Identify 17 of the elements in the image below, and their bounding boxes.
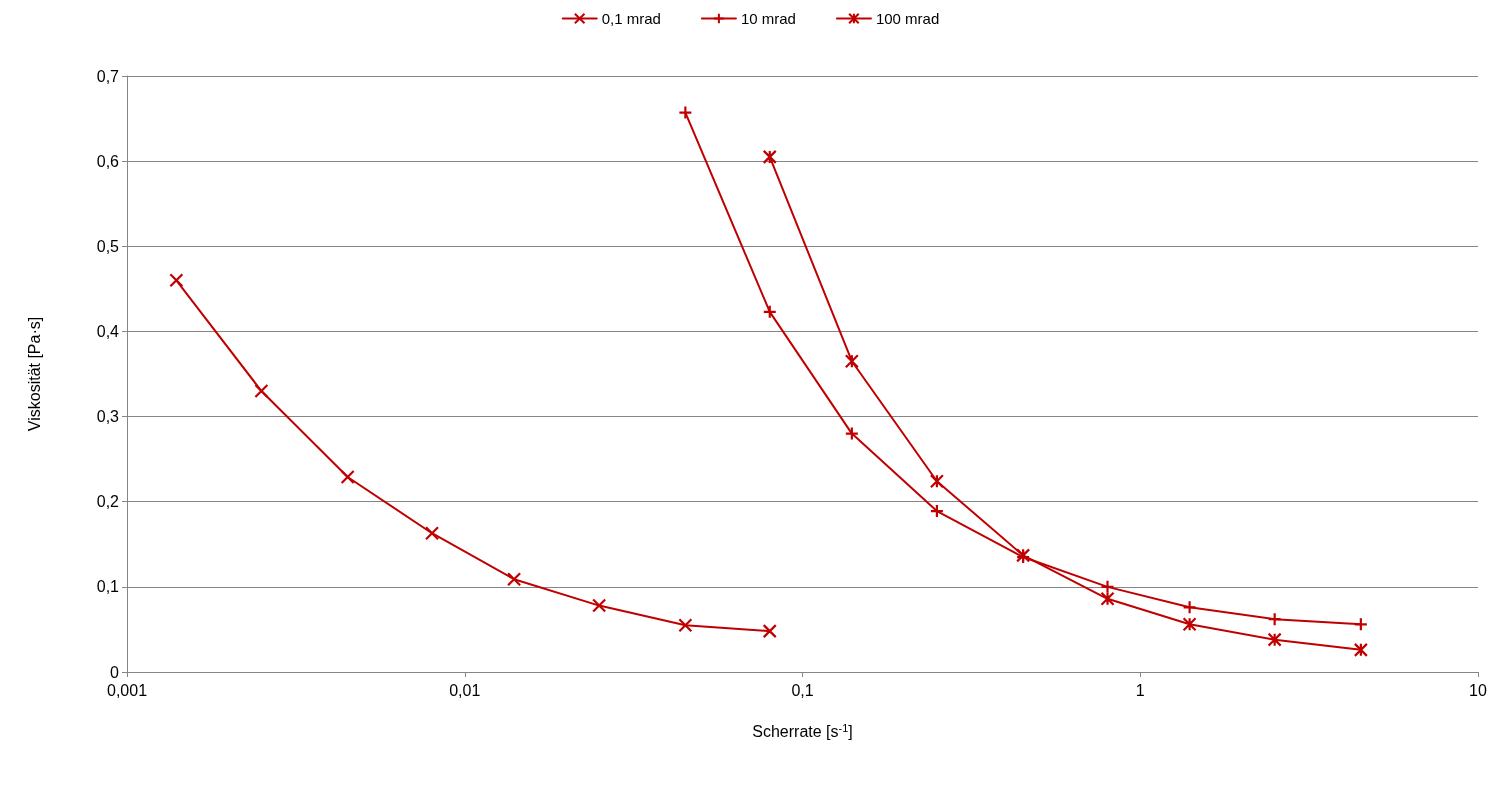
y-tick-label: 0,5 (96, 237, 120, 255)
legend-label: 100 mrad (875, 10, 940, 27)
x-tick-label: 0,01 (449, 681, 481, 699)
y-axis-title: Viskosität [Pa·s] (25, 316, 43, 432)
legend-label: 10 mrad (740, 10, 796, 27)
y-tick-label: 0,1 (96, 578, 120, 596)
y-tick-label: 0,7 (96, 67, 120, 85)
legend-label: 0,1 mrad (601, 10, 661, 27)
x-tick-label: 0,001 (106, 681, 148, 699)
x-tick-label: 1 (1135, 681, 1145, 699)
y-tick-label: 0,6 (96, 152, 120, 170)
x-tick-label: 0,1 (791, 681, 814, 699)
x-tick-label: 10 (1469, 681, 1487, 699)
y-tick-label: 0,4 (96, 322, 120, 340)
y-tick-label: 0,3 (96, 408, 120, 426)
y-tick-label: 0,2 (96, 493, 120, 511)
y-tick-label: 0 (110, 663, 120, 681)
